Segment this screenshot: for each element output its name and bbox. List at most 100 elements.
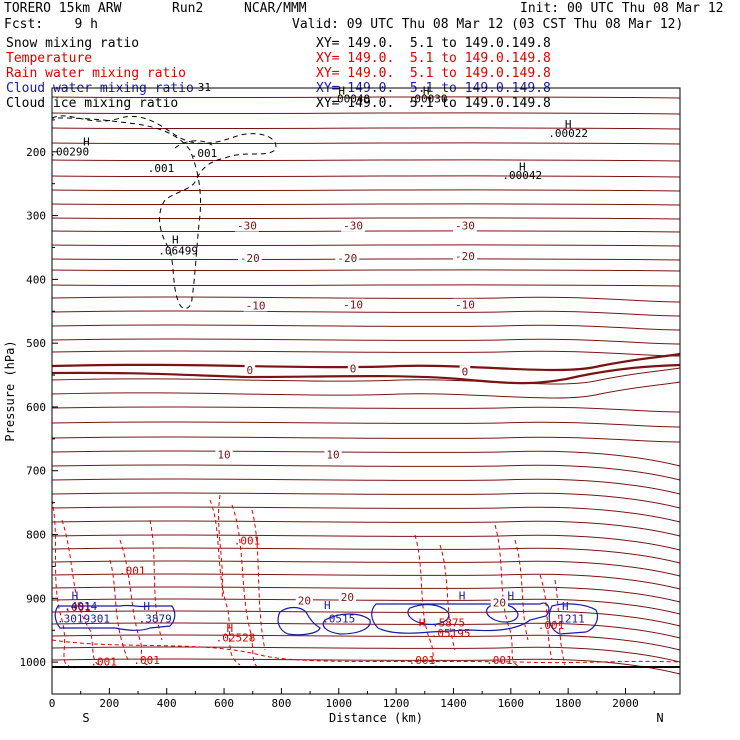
rain-contour-a	[51, 499, 76, 669]
isotherm-label-bg	[324, 448, 342, 461]
y-tick-label: 600	[26, 401, 46, 414]
isotherm-label-bg	[244, 363, 256, 376]
isotherm-label-bg	[215, 448, 233, 461]
rain-label: .02528	[216, 632, 256, 645]
isotherm-line	[51, 658, 681, 675]
cloud-contour-f	[485, 603, 519, 623]
isotherm-line	[51, 560, 681, 577]
isotherm-zero-line	[51, 363, 681, 385]
x-tick-label: 1600	[498, 697, 525, 710]
isotherm-line	[51, 352, 681, 372]
isotherm-label: -10	[343, 299, 363, 312]
isotherm-line	[51, 350, 681, 357]
isotherm-line	[51, 367, 681, 385]
x-end-label-right: N	[656, 711, 663, 725]
isotherm-line	[51, 406, 681, 413]
y-tick-label: 700	[26, 465, 46, 478]
y-tick-label: 300	[26, 210, 46, 223]
isotherm-line	[51, 310, 681, 317]
isotherm-label: 20	[493, 597, 506, 610]
cloud-contour-b	[277, 606, 321, 636]
snow-label: .00290	[49, 146, 89, 159]
snow-label: .06499	[158, 244, 198, 257]
isotherm-label: -30	[237, 220, 257, 233]
isotherm-line	[51, 296, 681, 303]
isotherm-line	[51, 338, 681, 345]
x-tick-label: 200	[99, 697, 119, 710]
rain-label: .05195	[431, 627, 471, 640]
top-label: -31	[191, 81, 211, 94]
y-tick-label: 200	[26, 146, 46, 159]
snow-label: H	[172, 234, 179, 247]
snow-contour-001	[51, 115, 277, 309]
isotherm-line	[51, 127, 681, 130]
isotherm-label-bg	[453, 219, 477, 232]
cloud-water-label: H	[562, 600, 569, 613]
isotherm-label-bg	[347, 362, 359, 375]
isotherm-line	[51, 112, 681, 115]
header-org: NCAR/MMM	[244, 1, 307, 16]
isotherm-label-bg	[335, 252, 360, 265]
isotherm-label-bg	[490, 596, 508, 609]
isotherm-line	[51, 634, 681, 651]
isotherm-line	[51, 478, 681, 495]
isotherm-label: 20	[298, 595, 311, 608]
x-tick-label: 1200	[383, 697, 410, 710]
y-tick-label: 900	[26, 592, 46, 605]
rain-contour-c	[109, 559, 129, 661]
isotherm-label-bg	[237, 252, 262, 265]
rain-label: .001	[409, 654, 436, 667]
legend-snow-xy: XY= 149.0. 5.1 to 149.0.149.8	[316, 36, 551, 51]
cloud-water-label: .1211	[552, 613, 585, 626]
legend-rain-xy: XY= 149.0. 5.1 to 149.0.149.8	[316, 66, 551, 81]
rain-contour-g	[231, 504, 259, 669]
legend-temperature-xy: XY= 149.0. 5.1 to 149.0.149.8	[316, 51, 551, 66]
snow-label: .001	[148, 162, 175, 175]
x-end-label-left: S	[82, 711, 89, 725]
x-tick-label: 0	[49, 697, 56, 710]
x-tick-label: 1000	[326, 697, 353, 710]
snow-label: .001	[191, 147, 218, 160]
isotherm-line	[51, 230, 681, 233]
isotherm-line	[51, 284, 681, 287]
cloud-water-label: .4014	[64, 600, 97, 613]
rain-contours	[51, 494, 681, 669]
isotherm-line	[51, 269, 681, 272]
isotherm-line	[51, 506, 681, 523]
x-tick-label: 2000	[612, 697, 639, 710]
cloud-water-label: H	[143, 600, 150, 613]
isotherm-label-bg	[235, 219, 259, 232]
isotherm-line	[51, 464, 681, 481]
rain-contour-p	[51, 639, 681, 664]
rain-contour-b	[61, 519, 101, 667]
y-tick-label: 800	[26, 529, 46, 542]
y-axis-label: Pressure (hPa)	[3, 340, 17, 441]
header-valid: Valid: 09 UTC Thu 08 Mar 12 (03 CST Thu …	[292, 17, 684, 32]
snow-label: H	[83, 135, 90, 148]
rain-label: H	[226, 622, 233, 635]
cloud-water-label: H	[324, 599, 331, 612]
isotherm-line	[51, 520, 681, 537]
snow-label: .00022	[548, 127, 588, 140]
x-axis-label: Distance (km)	[329, 711, 423, 725]
plot-frame	[51, 87, 681, 695]
header-fcst: Fcst: 9 h	[4, 17, 98, 32]
isotherm-label-bg	[459, 365, 471, 378]
isotherm-label-bg	[341, 298, 365, 311]
isotherm-label: 0	[350, 363, 357, 376]
isotherm-label-bg	[295, 594, 313, 607]
cloud-water-contours	[54, 602, 599, 636]
isotherm-line	[51, 142, 681, 145]
legend-cloud-ice-xy: XY= 149.0. 5.1 to 149.0.149.8	[316, 96, 551, 111]
snow-label: H	[565, 118, 572, 131]
top-label: H	[423, 84, 430, 97]
y-tick-label: 400	[26, 273, 46, 286]
isotherm-label-bg	[453, 298, 477, 311]
isotherm-label: -30	[455, 220, 475, 233]
isotherm-line	[51, 436, 681, 443]
rain-label: .001	[119, 565, 146, 578]
legend-snow-label: Snow mixing ratio	[6, 36, 140, 51]
isotherm-line	[51, 492, 681, 509]
rain-contour-j	[414, 534, 439, 669]
